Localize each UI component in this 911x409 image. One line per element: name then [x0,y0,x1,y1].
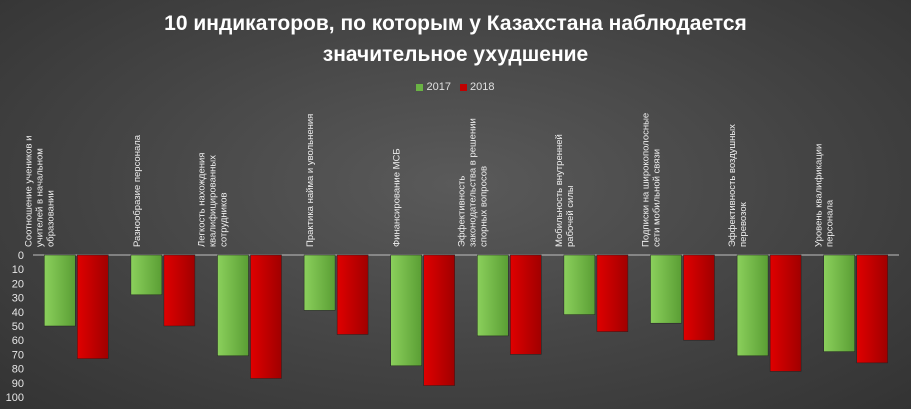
y-tick-label: 0 [18,250,24,262]
bar-2018-4 [336,254,369,335]
bar-2018-1 [77,254,109,359]
category-label-3-line-2: квалифицированных [208,155,219,247]
bar-2017-10 [823,254,855,352]
category-label-3-line-3: сотрудников [219,192,230,247]
legend-label-2018: 2018 [470,81,495,93]
bar-2018-8 [683,254,715,341]
category-label-5-line-1: Финансирование МСБ [392,148,403,247]
y-tick-label: 50 [12,321,24,333]
legend-swatch-2018 [460,83,468,91]
bar-2017-3 [217,254,249,357]
category-label-7-line-2: рабочей силы [565,185,576,247]
bar-2018-2 [163,254,196,327]
category-label-8-line-2: сети мобильной связи [652,149,663,247]
bar-2018-7 [596,254,629,332]
chart-title: 10 индикаторов, по которым у Казахстана … [0,8,911,70]
category-label-6-line-2: законодательства в решении [467,118,478,247]
category-label-9-line-1: Эффективность воздушных [727,124,738,247]
category-label-3-line-1: Легкость нахождения [197,153,208,247]
category-label-1-line-3: образовании [45,190,56,247]
y-tick-label: 30 [12,293,24,305]
category-label-8-line-1: Подписки на широкополосные [641,113,652,247]
bar-2018-10 [856,254,888,364]
legend-swatch-2017 [416,83,424,91]
legend-label-2017: 2017 [426,81,451,93]
legend-item-2018: 2018 [460,81,495,93]
category-label-4-line-1: Практика найма и увольнения [305,114,316,247]
category-label-2-line-1: Разнообразие персонала [132,134,143,247]
bar-2018-3 [250,254,282,379]
y-tick-label: 20 [12,278,24,290]
chart-title-line-2: значительное ухудшение [322,43,589,66]
bar-2017-9 [736,254,769,357]
chart-legend: 2017 2018 [0,81,911,93]
category-labels: Соотношение учеников и учителей в начальн… [23,113,835,247]
bar-2018-9 [769,254,802,372]
category-label-6-line-3: спорных вопросов [478,166,489,247]
bars [44,254,888,386]
y-tick-label: 10 [12,264,24,276]
category-label-10-line-2: персонала [825,199,836,247]
y-tick-label: 70 [12,349,24,361]
category-label-9-line-2: перевозок [738,201,749,247]
bar-2018-6 [510,254,542,355]
bar-2017-7 [563,254,596,315]
y-tick-label: 40 [12,307,24,319]
bar-2017-6 [477,254,509,337]
bar-2018-5 [423,254,455,386]
y-tick-label: 80 [12,364,24,376]
bar-2017-2 [130,254,163,296]
y-tick-label: 90 [12,378,24,390]
bar-2017-4 [303,254,336,311]
category-label-7-line-1: Мобильность внутренней [554,134,565,247]
category-label-1-line-1: Соотношение учеников и [23,135,34,247]
bar-2017-5 [390,254,422,367]
y-tick-label: 100 [6,392,24,404]
category-label-6-line-1: Эффективность [456,176,467,247]
bar-2017-1 [44,254,76,327]
category-label-10-line-1: Уровень квалификации [814,144,825,247]
y-tick-label: 60 [12,335,24,347]
chart-title-line-1: 10 индикаторов, по которым у Казахстана … [164,12,747,35]
category-label-1-line-2: учителей в начальном [34,148,45,247]
bar-2017-8 [650,254,682,324]
legend-item-2017: 2017 [416,81,451,93]
